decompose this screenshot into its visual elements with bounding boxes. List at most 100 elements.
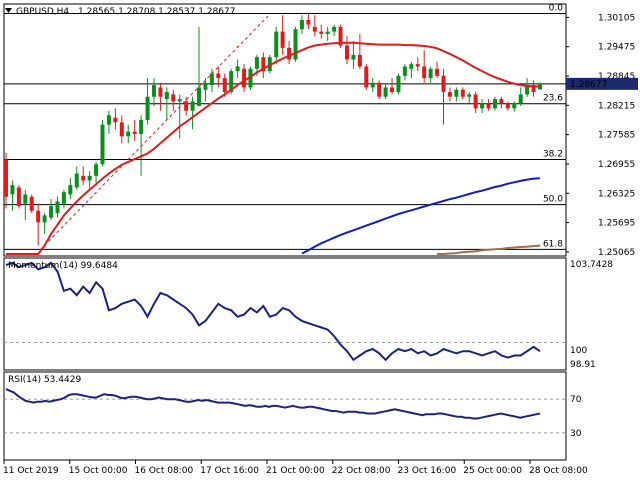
momentum-line bbox=[5, 261, 541, 362]
candle-body bbox=[312, 26, 317, 32]
candle bbox=[364, 64, 369, 90]
price-tick-label: 1.25695 bbox=[598, 219, 635, 229]
fib-label: 0.0 bbox=[549, 3, 564, 13]
candle bbox=[61, 189, 66, 209]
chart-header: GBPUSD,H4 1.28565 1.28708 1.28537 1.2867… bbox=[5, 7, 235, 17]
fib-levels bbox=[4, 12, 566, 250]
candle-body bbox=[415, 64, 420, 67]
candle-body bbox=[299, 19, 304, 30]
candle-body bbox=[422, 66, 427, 79]
candle bbox=[351, 40, 356, 69]
price-tick-label: 1.28215 bbox=[598, 101, 635, 111]
time-axis: 11 Oct 2019 15 Oct 00:00 16 Oct 08:00 17 Oc… bbox=[3, 460, 588, 476]
candle bbox=[171, 89, 176, 111]
candle bbox=[512, 101, 517, 112]
candle bbox=[126, 124, 131, 144]
candle bbox=[113, 108, 118, 130]
candle bbox=[402, 64, 407, 81]
candle bbox=[55, 196, 60, 218]
candle bbox=[306, 13, 311, 30]
candle-body bbox=[113, 117, 118, 123]
candle-body bbox=[287, 47, 292, 60]
candle-body bbox=[235, 66, 240, 72]
candle-body bbox=[512, 103, 517, 109]
candle-body bbox=[409, 64, 414, 69]
time-tick-label: 16 Oct 08:00 bbox=[135, 466, 194, 476]
candle-body bbox=[261, 57, 266, 72]
candle bbox=[151, 78, 156, 107]
candle-body bbox=[242, 68, 247, 88]
candle-body bbox=[68, 185, 73, 195]
ma-slow-line bbox=[437, 244, 541, 255]
candle-body bbox=[428, 68, 433, 79]
candle bbox=[36, 203, 41, 246]
last-price-tag: 1.28677 bbox=[566, 77, 638, 90]
candle-body bbox=[325, 31, 330, 34]
candle-body bbox=[473, 94, 478, 109]
candle-body bbox=[74, 173, 79, 188]
candle-body bbox=[151, 85, 156, 97]
candle-body bbox=[525, 85, 530, 95]
candle-body bbox=[293, 29, 298, 60]
candle bbox=[357, 33, 362, 69]
candle-body bbox=[126, 131, 131, 137]
candle bbox=[10, 180, 15, 211]
candle-body bbox=[23, 194, 28, 204]
price-tick-label: 1.29475 bbox=[598, 43, 635, 53]
candle-body bbox=[132, 131, 137, 134]
candle bbox=[23, 189, 28, 221]
ohlc-label: 1.28565 1.28708 1.28537 1.28677 bbox=[78, 7, 235, 17]
candle bbox=[106, 110, 111, 134]
candle bbox=[428, 66, 433, 83]
candle-body bbox=[16, 187, 21, 207]
price-tick-label: 1.28845 bbox=[598, 72, 635, 82]
candle-body bbox=[280, 31, 285, 48]
triangle-down-icon[interactable] bbox=[5, 8, 12, 13]
candle bbox=[518, 87, 523, 107]
rsi-panel: RSI(14) 53.4429 70 30 bbox=[3, 371, 582, 461]
candle bbox=[49, 199, 54, 221]
rsi-line bbox=[5, 388, 541, 420]
candle bbox=[409, 61, 414, 79]
time-tick-label: 25 Oct 00:00 bbox=[463, 466, 522, 476]
time-tick-label: 15 Oct 00:00 bbox=[69, 466, 128, 476]
candle-body bbox=[100, 124, 105, 165]
candle bbox=[100, 119, 105, 167]
time-tick-label: 22 Oct 08:00 bbox=[332, 466, 391, 476]
candle-body bbox=[222, 78, 227, 93]
candle bbox=[274, 26, 279, 65]
candle bbox=[473, 92, 478, 114]
candle-body bbox=[81, 175, 86, 181]
candle bbox=[184, 96, 189, 116]
candle-body bbox=[139, 119, 144, 134]
candle-body bbox=[197, 87, 202, 107]
candle bbox=[299, 15, 304, 34]
candle-body bbox=[492, 99, 497, 109]
candle-body bbox=[377, 82, 382, 97]
candle-body bbox=[332, 26, 337, 32]
candle bbox=[319, 24, 324, 39]
candle bbox=[203, 78, 208, 102]
candle bbox=[447, 87, 452, 102]
ma-mid-line bbox=[301, 177, 541, 255]
momentum-title: Momentum(14) 99.6484 bbox=[8, 261, 118, 271]
candle-body bbox=[344, 45, 349, 60]
candle-body bbox=[10, 185, 15, 195]
candle bbox=[338, 24, 343, 48]
candle bbox=[16, 185, 21, 209]
candle bbox=[460, 87, 465, 100]
candle-body bbox=[319, 31, 324, 34]
candle-body bbox=[94, 164, 99, 176]
momentum-tick-100: 100 bbox=[570, 346, 587, 356]
candle-body bbox=[55, 201, 60, 214]
candle bbox=[531, 80, 536, 97]
symbol-label: GBPUSD,H4 bbox=[16, 7, 69, 17]
time-tick-label: 28 Oct 08:00 bbox=[529, 466, 588, 476]
candle bbox=[467, 92, 472, 104]
candle-body bbox=[36, 210, 41, 223]
candle bbox=[68, 178, 73, 200]
candle-body bbox=[158, 87, 163, 97]
candle bbox=[344, 36, 349, 65]
candle-body bbox=[480, 103, 485, 109]
candle-body bbox=[248, 68, 253, 88]
